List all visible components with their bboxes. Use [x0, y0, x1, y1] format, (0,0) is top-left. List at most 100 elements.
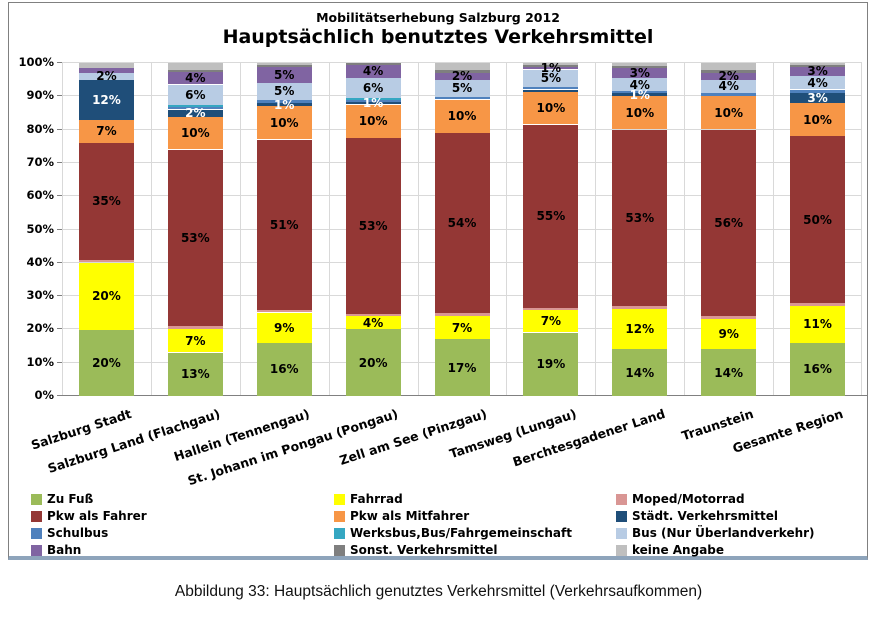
bar-segment	[167, 149, 223, 326]
bar-segment-label: 9%	[274, 320, 295, 335]
chart-title: Hauptsächlich benutztes Verkehrsmittel	[222, 26, 654, 48]
bar-segment-label: 14%	[625, 365, 655, 380]
bar-segment-label: 10%	[269, 115, 299, 130]
legend-swatch	[616, 528, 627, 539]
bar-segment	[345, 137, 401, 314]
legend-item: Werksbus,Bus/Fahrgemeinschaft	[334, 526, 572, 541]
bar-segment-label: 4%	[362, 315, 384, 330]
bar-segment-label: 1%	[629, 87, 650, 102]
bar-segment	[612, 67, 668, 78]
gridline-v	[684, 63, 685, 396]
y-tick-label: 10%	[26, 354, 54, 369]
legend-swatch	[616, 511, 627, 522]
y-tick-label: 50%	[26, 221, 54, 236]
gridline-v	[418, 63, 419, 396]
bar-segment	[256, 139, 312, 310]
bar-segment-label: 16%	[803, 362, 832, 377]
bar-segment	[612, 129, 668, 306]
bar-segment	[790, 342, 846, 396]
legend-label: Bus (Nur Überlandverkehr)	[632, 526, 815, 540]
legend-label: Fahrrad	[350, 492, 403, 506]
bar-segment-label: 3%	[807, 90, 828, 105]
bar-segment-label: 17%	[447, 360, 477, 375]
bar-segment-label: 35%	[92, 194, 121, 209]
y-axis-tick	[57, 361, 62, 363]
y-axis-tick	[57, 161, 62, 163]
legend-swatch	[31, 528, 42, 539]
bar-segment	[701, 349, 757, 397]
y-axis-tick	[57, 295, 62, 297]
bar-segment	[790, 63, 846, 65]
bar-segment	[523, 63, 579, 65]
bar-segment	[790, 92, 846, 103]
legend-label: Sonst. Verkehrsmittel	[350, 543, 498, 557]
bar-segment	[78, 329, 134, 397]
bar-segment	[167, 109, 223, 117]
bar-segment	[256, 102, 312, 106]
bar-segment	[523, 307, 579, 310]
bar-segment	[345, 314, 401, 317]
bar-segment	[701, 79, 757, 93]
legend-item: keine Angabe	[616, 543, 724, 558]
bar-segment	[612, 77, 668, 91]
y-tick-label: 40%	[26, 254, 54, 269]
bar-segment-label: 1%	[274, 97, 295, 112]
bar-segment-label: 4%	[629, 77, 650, 92]
bar-segment	[434, 69, 490, 73]
bar-segment	[612, 66, 668, 69]
bar-segment	[345, 104, 401, 138]
bar-segment	[345, 77, 401, 98]
legend-item: Fahrrad	[334, 492, 403, 507]
bar-segment-label: 5%	[274, 84, 295, 99]
legend-label: Zu Fuß	[47, 492, 94, 506]
bar-segment	[701, 129, 757, 316]
y-tick-label: 30%	[26, 288, 54, 303]
chart-box: Mobilitätserhebung Salzburg 2012 Hauptsä…	[8, 2, 868, 560]
bar-segment-label: 55%	[536, 209, 566, 224]
legend-item: Bahn	[31, 543, 81, 558]
bar-segment	[612, 306, 668, 310]
bar-segment	[345, 99, 401, 102]
bar-segment-label: 9%	[718, 327, 739, 342]
bar-segment	[345, 64, 401, 78]
legend-label: Städt. Verkehrsmittel	[632, 509, 778, 523]
bar-segment	[434, 63, 490, 70]
bar-segment	[345, 316, 401, 330]
bar-segment	[167, 116, 223, 150]
bar-segment	[167, 326, 223, 330]
bar-segment	[790, 306, 846, 344]
y-tick-label: 60%	[26, 188, 54, 203]
bar-segment	[434, 339, 490, 397]
gridline-v	[595, 63, 596, 396]
bar-segment-label: 20%	[92, 355, 121, 370]
bar-segment	[701, 316, 757, 320]
bar-segment	[78, 67, 134, 73]
bar-segment	[167, 106, 223, 110]
legend-item: Schulbus	[31, 526, 108, 541]
bar-segment-label: 16%	[269, 362, 299, 377]
bar-segment	[434, 96, 490, 100]
gridline-v	[151, 63, 152, 396]
bar-segment-label: 7%	[451, 320, 473, 335]
bar-segment-label: 10%	[447, 109, 477, 124]
bar-segment-label: 11%	[803, 317, 832, 332]
legend-label: keine Angabe	[632, 543, 725, 557]
bar-segment-label: 2%	[185, 105, 206, 120]
bar-segment	[523, 332, 579, 396]
bar-segment	[701, 63, 757, 70]
y-tick-label: 80%	[26, 121, 54, 136]
legend-item: Pkw als Fahrer	[31, 509, 147, 524]
bar-segment-label: 4%	[362, 64, 384, 79]
bar-segment-label: 19%	[536, 357, 566, 372]
gridline-v	[506, 63, 507, 396]
bar-segment	[167, 71, 223, 85]
bar-segment	[256, 312, 312, 343]
legend-label: Bahn	[47, 543, 82, 557]
bar-segment-label: 10%	[625, 105, 655, 120]
y-axis-tick	[57, 261, 62, 263]
bar-segment	[612, 96, 668, 130]
legend-item: Zu Fuß	[31, 492, 93, 507]
bar-segment-label: 7%	[96, 124, 117, 139]
chart-subtitle: Mobilitätserhebung Salzburg 2012	[316, 10, 560, 25]
bar-segment-label: 7%	[185, 334, 206, 349]
